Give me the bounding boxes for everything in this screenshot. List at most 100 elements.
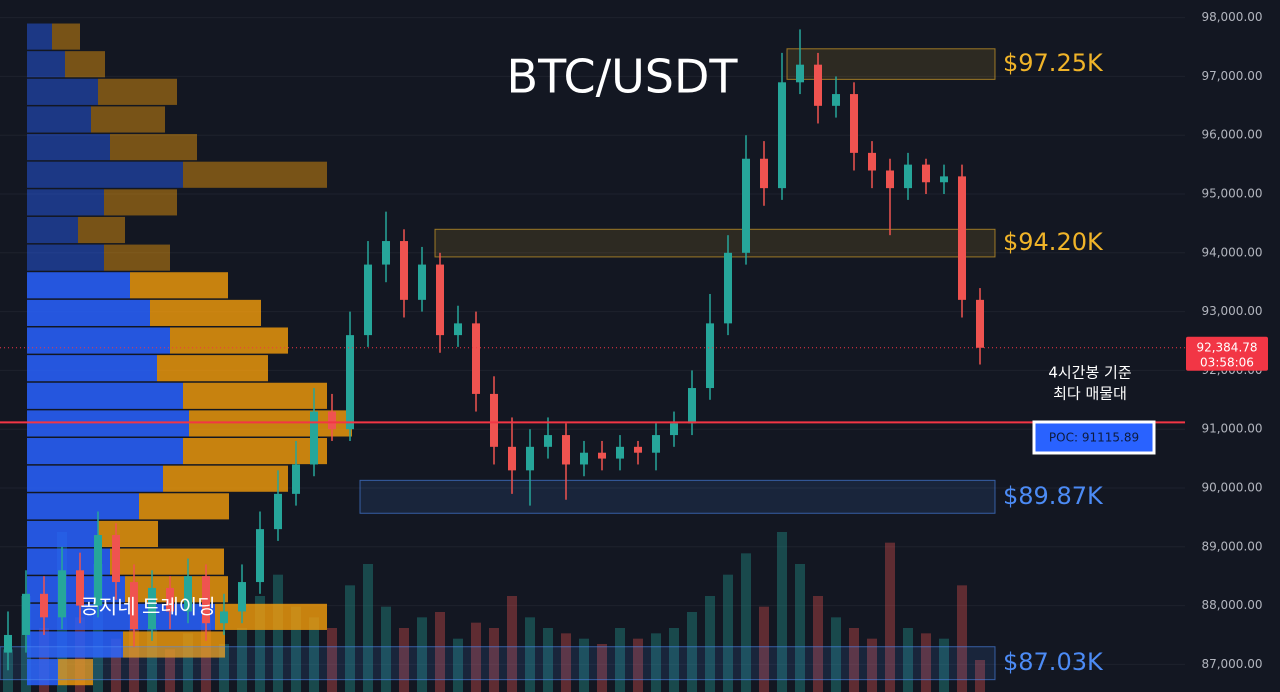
y-tick-label: 94,000.00 — [1201, 245, 1262, 259]
candle-body — [688, 388, 696, 424]
volume-bar — [273, 574, 283, 692]
y-tick-label: 96,000.00 — [1201, 128, 1262, 142]
candle-body — [778, 82, 786, 189]
candle-body — [238, 582, 246, 612]
profile-sell — [110, 548, 224, 575]
profile-buy — [27, 465, 163, 492]
profile-sell — [183, 438, 327, 465]
volume-bar — [291, 606, 301, 692]
chart-title: BTC/USDT — [507, 50, 739, 104]
volume-bar — [831, 617, 841, 692]
volume-bar — [561, 633, 571, 692]
candle-body — [940, 176, 948, 183]
profile-buy — [27, 299, 150, 326]
candle-body — [706, 323, 714, 389]
volume-bar — [381, 606, 391, 692]
candle-body — [292, 464, 300, 494]
profile-sell — [215, 603, 327, 630]
candle-body — [184, 576, 192, 612]
poc-box — [1032, 420, 1156, 455]
candle-body — [652, 435, 660, 453]
profile-buy — [27, 410, 189, 437]
profile-sell — [65, 51, 105, 78]
profile-sell — [104, 244, 170, 271]
profile-buy — [27, 23, 52, 50]
y-tick-label: 95,000.00 — [1201, 187, 1262, 201]
zone-label: $97.25K — [1003, 49, 1104, 77]
poc-label: POC: 91115.89 — [1049, 431, 1139, 445]
candle-body — [742, 158, 750, 253]
watermark: 공지네 트레이딩 — [80, 595, 215, 619]
profile-sell — [98, 520, 158, 548]
candle-body — [94, 535, 102, 606]
candle-body — [796, 64, 804, 83]
volume-bar — [417, 617, 427, 692]
candle-body — [418, 264, 426, 300]
profile-buy — [27, 631, 123, 658]
y-tick-label: 87,000.00 — [1201, 657, 1262, 671]
candle-body — [76, 570, 84, 606]
candle-body — [112, 535, 120, 583]
candle-body — [922, 164, 930, 183]
candle-body — [346, 335, 354, 430]
candle-body — [454, 323, 462, 336]
candle-body — [526, 446, 534, 471]
volume-bar — [183, 633, 193, 692]
volume-bar — [363, 564, 373, 692]
volume-bar — [219, 644, 229, 692]
profile-sell — [98, 78, 177, 105]
volume-bar — [597, 644, 607, 692]
y-tick-label: 93,000.00 — [1201, 304, 1262, 318]
volume-bar — [939, 638, 949, 692]
volume-bar — [975, 660, 985, 692]
profile-buy — [27, 438, 183, 465]
candle-body — [976, 299, 984, 348]
volume-bar — [777, 532, 787, 692]
candle-body — [724, 252, 732, 324]
profile-sell — [170, 327, 288, 354]
volume-bar — [111, 638, 121, 692]
candle-body — [508, 446, 516, 471]
zone — [0, 646, 996, 681]
volume-bar — [147, 628, 157, 692]
candle-body — [400, 241, 408, 300]
last-price-box — [1186, 336, 1268, 371]
zone — [359, 479, 996, 514]
profile-buy — [27, 659, 58, 686]
profile-buy — [27, 493, 139, 520]
candle-body — [490, 393, 498, 447]
candle-body — [670, 423, 678, 436]
profile-sell — [125, 576, 228, 603]
candle-body — [40, 593, 48, 618]
volume-bar — [489, 628, 499, 692]
profile-buy — [27, 189, 104, 216]
profile-sell — [183, 382, 327, 409]
volume-bar — [903, 628, 913, 692]
y-tick-label: 91,000.00 — [1201, 422, 1262, 436]
volume-bar — [435, 612, 445, 692]
profile-buy — [27, 216, 78, 244]
volume-bar — [741, 553, 751, 692]
annotation: 최다 매물대 — [1053, 385, 1127, 403]
zone-label: $89.87K — [1003, 482, 1104, 510]
volume-bar — [687, 612, 697, 692]
profile-sell — [78, 216, 125, 244]
profile-buy — [27, 355, 157, 382]
volume-bar — [543, 628, 553, 692]
profile-sell — [183, 161, 327, 188]
candle-body — [220, 611, 228, 624]
profile-sell — [52, 23, 80, 50]
y-tick-label: 89,000.00 — [1201, 539, 1262, 553]
profile-sell — [58, 659, 93, 686]
profile-sell — [104, 189, 177, 216]
volume-bar — [921, 633, 931, 692]
candle-body — [850, 94, 858, 153]
candle-body — [886, 170, 894, 189]
zone-label: $94.20K — [1003, 228, 1104, 256]
volume-bar — [669, 628, 679, 692]
volume-bar — [849, 628, 859, 692]
candle-body — [814, 64, 822, 106]
candle-body — [580, 452, 588, 465]
candle-body — [544, 435, 552, 447]
